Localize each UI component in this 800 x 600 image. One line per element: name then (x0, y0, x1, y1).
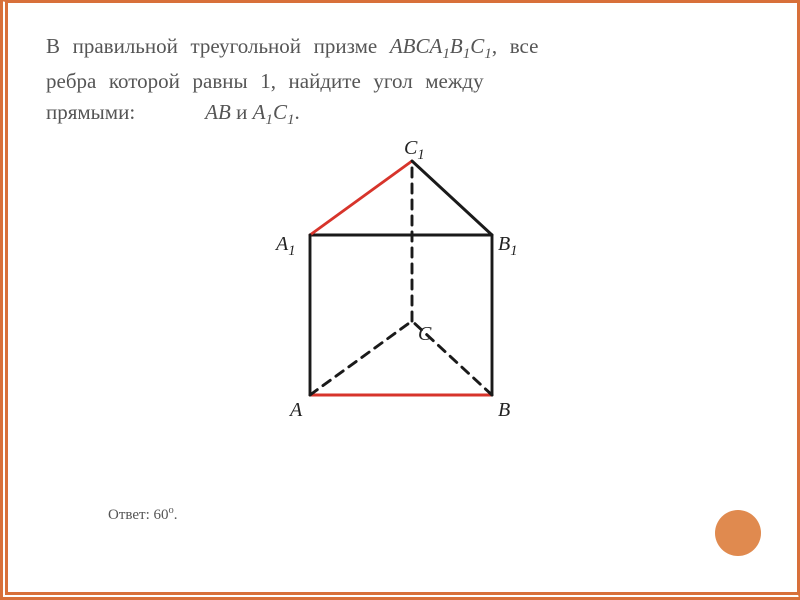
problem-line1-pre: В правильной треугольной призме (46, 34, 390, 58)
segment-1: AB (205, 100, 231, 124)
segment-2: A1C1 (253, 100, 295, 124)
vertex-label-b1: B1 (498, 233, 517, 260)
vertex-label-c1: C1 (404, 137, 425, 164)
problem-statement: В правильной треугольной призме ABCA1B1C… (46, 31, 757, 132)
problem-line1-post: , все (492, 34, 539, 58)
conjunction: и (231, 100, 253, 124)
vertex-label-a1: A1 (276, 233, 295, 260)
vertex-label-c: C (418, 323, 431, 346)
problem-line2: ребра которой равны 1, найдите угол межд… (46, 66, 757, 96)
answer-suffix: . (174, 507, 178, 523)
vertex-label-b: B (498, 399, 510, 422)
problem-line3-pre: прямыми: (46, 100, 135, 124)
answer-label: Ответ: (108, 507, 154, 523)
lines-post: . (295, 100, 300, 124)
answer-value: 60 (154, 507, 169, 523)
decorative-circle-icon (715, 510, 761, 556)
prism-diagram: ABCA1B1C1 (268, 143, 548, 423)
answer-text: Ответ: 60o. (108, 505, 178, 524)
prism-name: ABCA1B1C1 (390, 34, 492, 58)
vertex-label-a: A (290, 399, 302, 422)
